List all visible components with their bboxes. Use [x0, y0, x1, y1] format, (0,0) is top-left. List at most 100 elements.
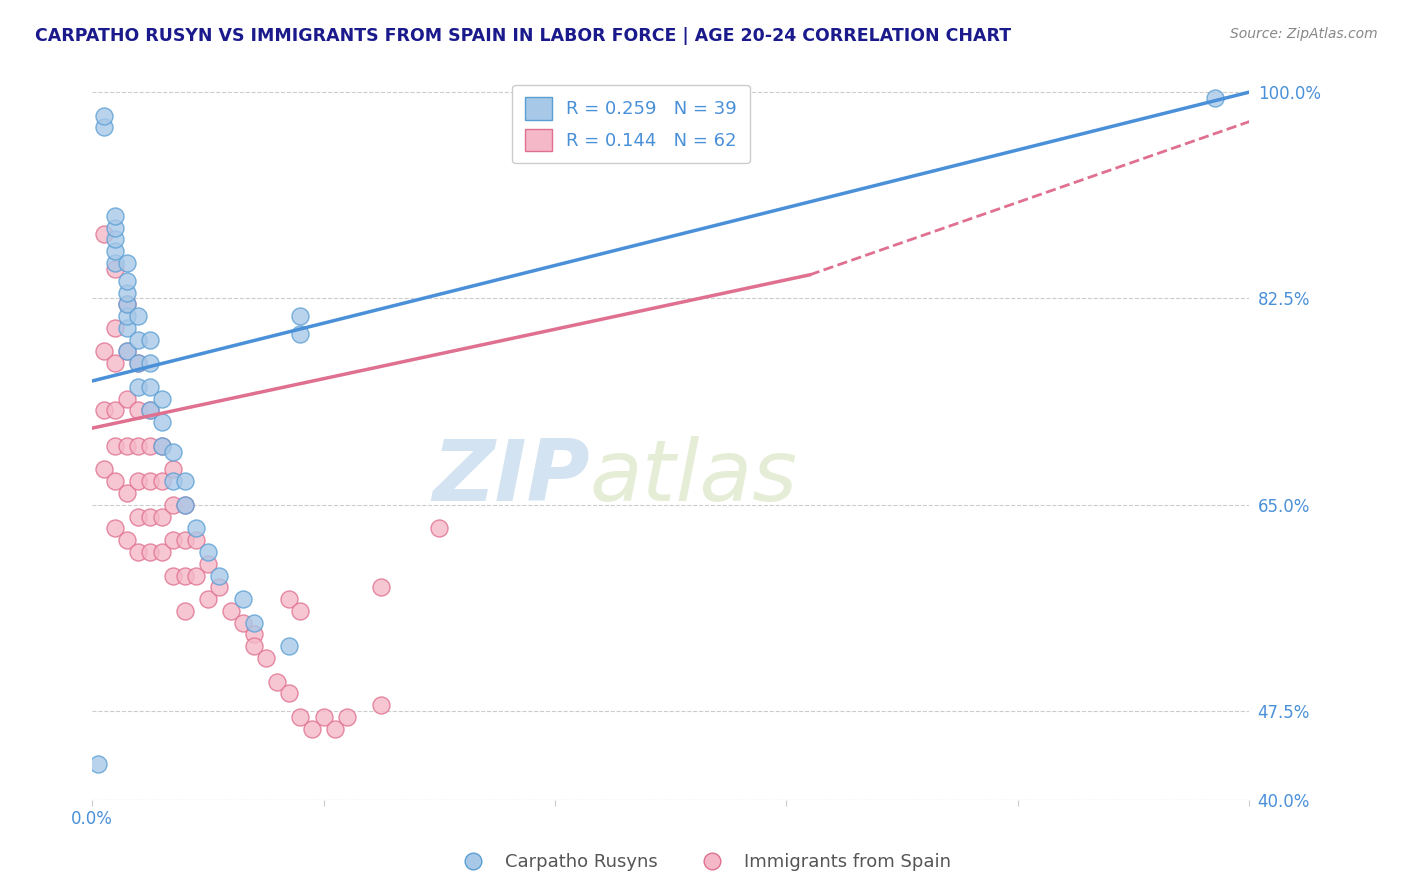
Point	[127, 403, 149, 417]
Point	[173, 568, 195, 582]
Point	[115, 392, 138, 406]
Point	[115, 533, 138, 548]
Point	[173, 604, 195, 618]
Text: ZIP: ZIP	[432, 436, 589, 519]
Point	[139, 403, 162, 417]
Point	[104, 209, 127, 223]
Legend: Carpatho Rusyns, Immigrants from Spain: Carpatho Rusyns, Immigrants from Spain	[447, 847, 959, 879]
Point	[162, 533, 184, 548]
Point	[162, 444, 184, 458]
Point	[104, 262, 127, 277]
Point	[104, 521, 127, 535]
Point	[162, 498, 184, 512]
Point	[104, 220, 127, 235]
Point	[243, 627, 266, 641]
Point	[290, 309, 312, 323]
Point	[150, 392, 173, 406]
Point	[173, 533, 195, 548]
Point	[254, 651, 277, 665]
Point	[104, 403, 127, 417]
Point	[104, 244, 127, 259]
Point	[290, 710, 312, 724]
Point	[232, 615, 254, 630]
Point	[336, 710, 359, 724]
Point	[104, 439, 127, 453]
Point	[139, 439, 162, 453]
Point	[115, 285, 138, 300]
Text: atlas: atlas	[589, 436, 797, 519]
Point	[104, 256, 127, 270]
Point	[150, 439, 173, 453]
Point	[104, 232, 127, 246]
Point	[104, 474, 127, 488]
Point	[127, 439, 149, 453]
Point	[139, 380, 162, 394]
Point	[139, 403, 162, 417]
Point	[197, 557, 219, 571]
Point	[115, 274, 138, 288]
Point	[93, 120, 115, 135]
Text: CARPATHO RUSYN VS IMMIGRANTS FROM SPAIN IN LABOR FORCE | AGE 20-24 CORRELATION C: CARPATHO RUSYN VS IMMIGRANTS FROM SPAIN …	[35, 27, 1011, 45]
Point	[312, 710, 335, 724]
Point	[127, 309, 149, 323]
Point	[115, 486, 138, 500]
Point	[186, 533, 208, 548]
Point	[277, 639, 299, 653]
Point	[197, 592, 219, 607]
Point	[127, 356, 149, 370]
Text: Source: ZipAtlas.com: Source: ZipAtlas.com	[1230, 27, 1378, 41]
Point	[243, 615, 266, 630]
Point	[115, 297, 138, 311]
Point	[115, 309, 138, 323]
Point	[427, 521, 450, 535]
Point	[1204, 91, 1226, 105]
Point	[277, 592, 299, 607]
Point	[243, 639, 266, 653]
Point	[139, 474, 162, 488]
Point	[186, 521, 208, 535]
Point	[266, 674, 288, 689]
Point	[139, 545, 162, 559]
Point	[370, 698, 392, 713]
Point	[87, 757, 110, 772]
Point	[370, 580, 392, 594]
Point	[219, 604, 242, 618]
Point	[208, 580, 231, 594]
Point	[232, 592, 254, 607]
Point	[162, 568, 184, 582]
Point	[115, 297, 138, 311]
Point	[115, 439, 138, 453]
Point	[150, 545, 173, 559]
Point	[127, 509, 149, 524]
Point	[127, 333, 149, 347]
Point	[115, 344, 138, 359]
Point	[197, 545, 219, 559]
Point	[127, 356, 149, 370]
Point	[93, 344, 115, 359]
Point	[104, 321, 127, 335]
Point	[139, 356, 162, 370]
Point	[173, 498, 195, 512]
Point	[290, 604, 312, 618]
Point	[301, 722, 323, 736]
Point	[93, 462, 115, 476]
Point	[162, 462, 184, 476]
Point	[104, 356, 127, 370]
Point	[162, 474, 184, 488]
Point	[150, 474, 173, 488]
Point	[115, 256, 138, 270]
Point	[277, 686, 299, 700]
Point	[139, 333, 162, 347]
Point	[186, 568, 208, 582]
Point	[127, 545, 149, 559]
Point	[290, 326, 312, 341]
Point	[323, 722, 346, 736]
Legend: R = 0.259   N = 39, R = 0.144   N = 62: R = 0.259 N = 39, R = 0.144 N = 62	[512, 85, 749, 163]
Point	[93, 227, 115, 241]
Point	[115, 344, 138, 359]
Point	[150, 415, 173, 429]
Point	[127, 380, 149, 394]
Point	[139, 509, 162, 524]
Point	[173, 498, 195, 512]
Point	[173, 474, 195, 488]
